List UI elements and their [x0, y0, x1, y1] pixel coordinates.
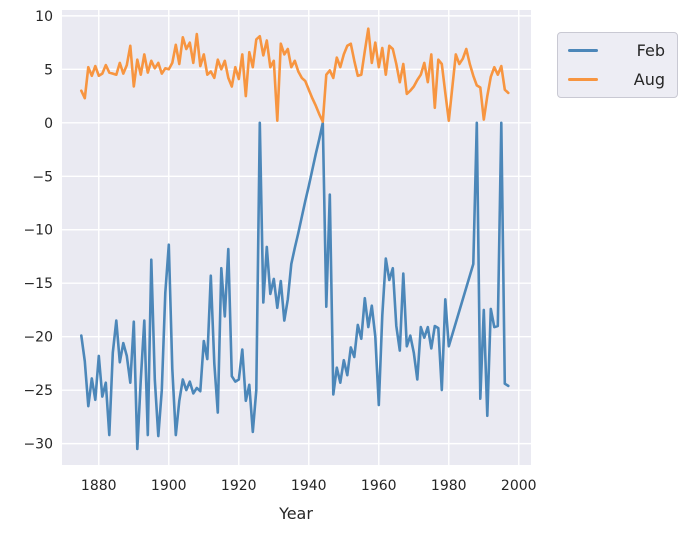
x-tick-label: 2000 [501, 478, 537, 494]
x-tick-label: 1980 [431, 478, 467, 494]
x-axis-title: Year [278, 504, 313, 523]
y-tick-label: −10 [23, 223, 53, 239]
legend-entry-feb: Feb [568, 41, 665, 60]
x-tick-label: 1940 [291, 478, 327, 494]
aug-series-line [80, 27, 510, 123]
legend-entry-aug: Aug [568, 70, 665, 89]
x-tick-label: 1880 [81, 478, 117, 494]
y-tick-label: −15 [23, 276, 53, 292]
y-axis-tick-labels: 10 5 0 −5 −10 −15 −20 −25 −30 [23, 9, 53, 453]
y-tick-label: 5 [44, 62, 53, 78]
feb-line-swatch [568, 49, 598, 52]
feb-series-line [80, 121, 510, 451]
x-tick-label: 1960 [361, 478, 397, 494]
y-tick-label: −5 [32, 169, 53, 185]
x-axis-tick-labels: 1880 1900 1920 1940 1960 1980 2000 [81, 478, 537, 494]
y-tick-label: 0 [44, 116, 53, 132]
x-tick-label: 1920 [221, 478, 257, 494]
x-tick-label: 1900 [151, 478, 187, 494]
aug-line-swatch [568, 78, 598, 81]
legend: Feb Aug [557, 32, 678, 98]
y-tick-label: 10 [35, 9, 53, 25]
y-tick-label: −25 [23, 383, 53, 399]
y-tick-label: −30 [23, 437, 53, 453]
legend-label-feb: Feb [636, 41, 665, 60]
legend-label-aug: Aug [633, 70, 665, 89]
y-tick-label: −20 [23, 330, 53, 346]
